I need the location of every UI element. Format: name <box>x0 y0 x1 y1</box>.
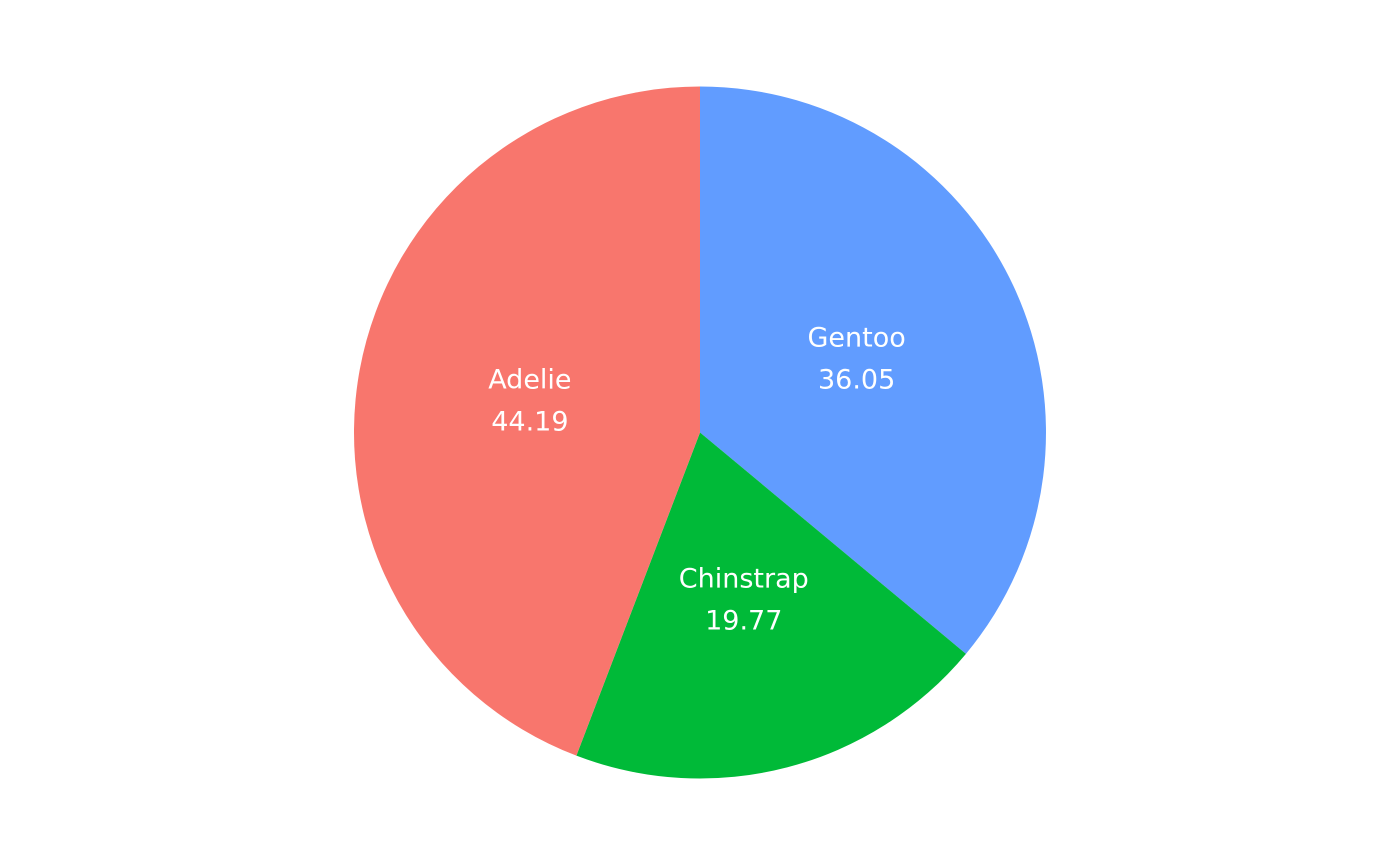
slice-label-gentoo: Gentoo <box>807 323 905 354</box>
pie-slice-adelie <box>353 86 700 756</box>
slice-value-adelie: 44.19 <box>491 407 568 438</box>
pie-labels: Gentoo 36.05 Chinstrap 19.77 Adelie 44.19 <box>488 323 906 637</box>
slice-value-chinstrap: 19.77 <box>705 605 782 636</box>
slice-label-adelie: Adelie <box>488 365 571 396</box>
slice-label-chinstrap: Chinstrap <box>679 563 809 594</box>
pie-slice-gentoo <box>700 86 1046 654</box>
pie-slice-chinstrap <box>576 432 966 779</box>
slice-value-gentoo: 36.05 <box>818 365 895 396</box>
pie-slices <box>353 86 1046 779</box>
